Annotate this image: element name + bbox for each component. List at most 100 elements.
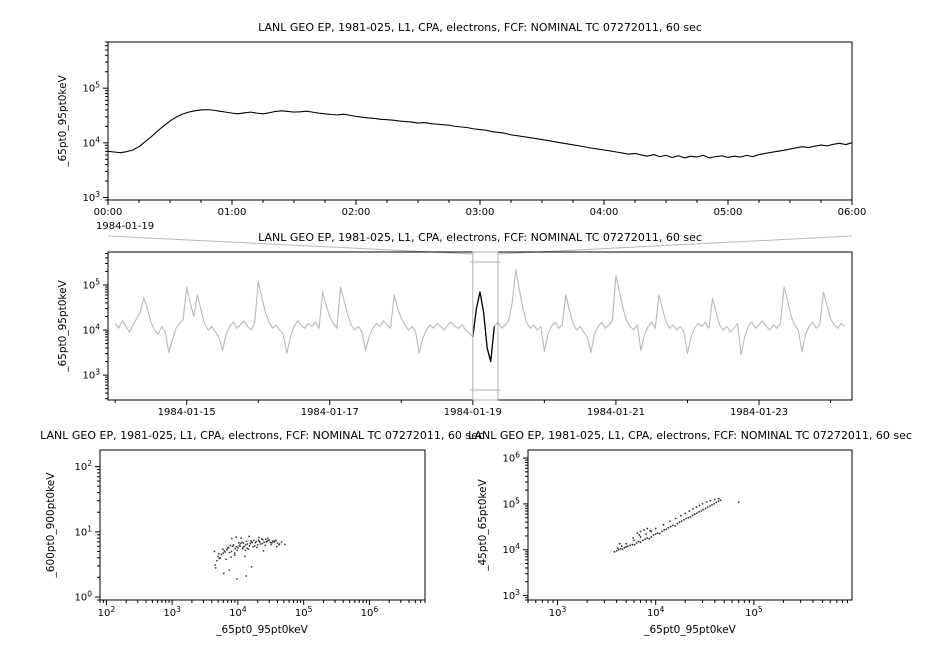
data-point (213, 550, 216, 553)
tick-label: 103 (82, 190, 100, 204)
data-point (262, 538, 264, 541)
data-point (235, 545, 238, 548)
data-point (680, 520, 683, 523)
data-point (683, 518, 685, 521)
tick-label: 105 (82, 277, 100, 291)
data-point (266, 540, 269, 543)
tick-label: 104 (647, 605, 665, 619)
plot-dynamic-content: 103 104 105 106 103 104 105 (502, 449, 853, 619)
data-point (685, 517, 687, 520)
x-tick-label: 04:00 (590, 207, 619, 218)
plot-dynamic-content: 100 101 102 102 103 104 105 106 (74, 449, 426, 619)
data-point (698, 504, 701, 507)
data-point (639, 530, 642, 533)
data-point (229, 544, 232, 547)
tick-label: 104 (82, 135, 100, 149)
data-point (684, 512, 687, 515)
data-point (241, 547, 244, 550)
data-point (632, 537, 635, 539)
data-point (633, 539, 635, 542)
data-point (242, 542, 245, 545)
data-point (669, 520, 671, 523)
data-point (625, 546, 628, 548)
data-point (692, 507, 694, 510)
data-point (280, 541, 283, 543)
data-point (663, 529, 666, 531)
data-point (262, 549, 265, 552)
data-point (645, 533, 648, 535)
data-point (672, 524, 674, 527)
tick-label: 104 (229, 605, 247, 619)
data-point (704, 507, 707, 510)
plot-area[interactable] (99, 449, 426, 601)
data-point (233, 552, 236, 555)
x-tick-label: 1984-01-23 (730, 407, 788, 418)
data-point (667, 526, 670, 529)
data-point (656, 532, 659, 535)
highlighted-series-segment (472, 291, 495, 363)
data-point (264, 544, 267, 547)
plot-area[interactable] (107, 41, 853, 201)
tick-label: 104 (82, 323, 100, 337)
data-point (631, 543, 634, 546)
data-point (247, 548, 250, 551)
data-point (617, 548, 620, 551)
tick-label: 102 (74, 459, 92, 473)
data-point (654, 527, 657, 530)
tick-label: 105 (502, 496, 520, 510)
data-point (258, 541, 261, 543)
plot-dynamic-content: 103 104 105 1984-01-15 1984-01-17 1984-01-19 1… (82, 251, 853, 418)
data-point (623, 546, 626, 549)
time-range-selection-box[interactable] (472, 251, 499, 401)
tick-label: 106 (361, 605, 379, 619)
data-point (245, 540, 248, 543)
data-point (635, 542, 638, 544)
data-point (239, 542, 242, 545)
data-point (230, 537, 233, 540)
data-point (239, 545, 242, 548)
data-point (717, 497, 720, 500)
data-point (225, 548, 228, 551)
x-axis-label: _65pt0_95pt0keV (215, 624, 308, 636)
plot-area[interactable] (527, 449, 853, 601)
data-point (679, 514, 682, 517)
data-point (217, 555, 220, 558)
data-point (654, 533, 657, 535)
data-point (691, 514, 694, 517)
data-point (646, 537, 649, 539)
data-point (649, 529, 652, 532)
data-point (249, 542, 252, 545)
x-tick-label: 1984-01-15 (158, 407, 216, 418)
data-point (276, 542, 279, 545)
data-point (273, 541, 276, 543)
tick-label: 105 (295, 605, 313, 619)
data-point (638, 534, 641, 536)
plot-title: LANL GEO EP, 1981-025, L1, CPA, electron… (258, 21, 702, 34)
data-point (266, 537, 269, 540)
data-point (250, 565, 253, 568)
data-point (231, 545, 234, 548)
data-point (616, 547, 619, 550)
tick-label: 103 (82, 368, 100, 382)
data-point (237, 541, 240, 544)
data-point (246, 543, 249, 545)
data-point (705, 501, 708, 503)
data-point (235, 536, 238, 538)
x-tick-label: 06:00 (838, 207, 867, 218)
data-point (216, 559, 218, 562)
data-point (244, 549, 247, 552)
data-point (636, 532, 639, 535)
data-point (650, 536, 653, 538)
data-series-line (114, 269, 846, 363)
data-point (665, 528, 668, 531)
data-point (244, 544, 247, 546)
x-tick-label: 00:00 (94, 207, 123, 218)
data-point (693, 513, 696, 515)
data-point (639, 541, 642, 544)
data-point (240, 541, 243, 544)
data-point (261, 542, 264, 545)
data-point (689, 516, 692, 518)
plot-area[interactable] (107, 251, 853, 401)
panel-scatter-left: LANL GEO EP, 1981-025, L1, CPA, electron… (40, 429, 484, 636)
